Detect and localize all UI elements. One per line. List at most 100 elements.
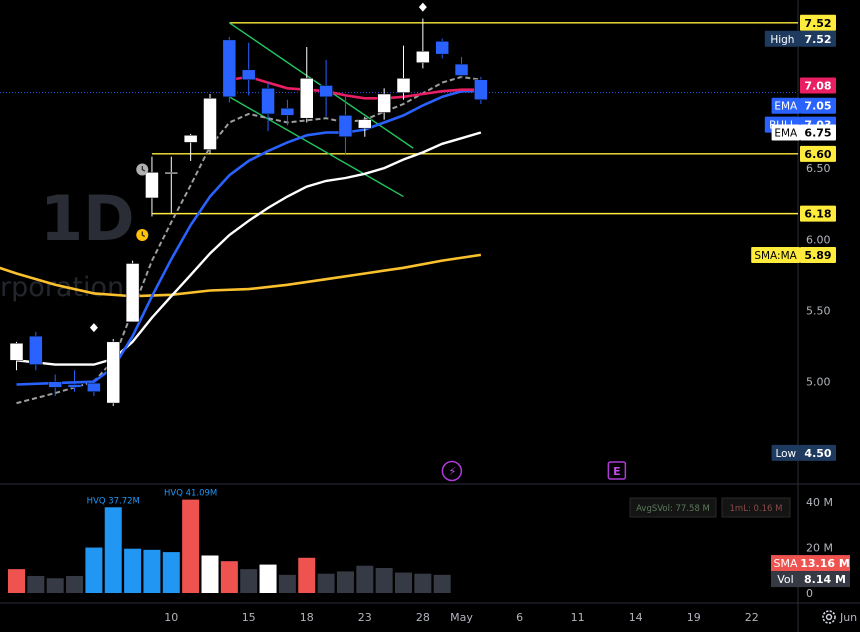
- volume-pane: HVQ 37.72M HVQ 41.09M AvgSVol: 77.58 M 1mL:…: [8, 489, 791, 594]
- volume-bar[interactable]: [162, 552, 180, 593]
- event-icon-glyph: E: [613, 465, 621, 478]
- candle[interactable]: [300, 47, 314, 123]
- volume-bar[interactable]: [298, 557, 316, 593]
- candle-body: [261, 88, 275, 115]
- price-label-box: [800, 124, 836, 141]
- price-label-6-18[interactable]: 6.18: [800, 205, 836, 222]
- candle[interactable]: [241, 42, 256, 96]
- candle[interactable]: [319, 59, 333, 117]
- price-label-ema[interactable]: 7.05 EMA: [771, 97, 836, 114]
- gear-icon[interactable]: [822, 610, 836, 624]
- volume-bar[interactable]: [85, 547, 103, 593]
- clock-icon[interactable]: [136, 163, 149, 176]
- candle[interactable]: [474, 76, 488, 104]
- volume-bar[interactable]: [201, 555, 219, 594]
- volume-bar[interactable]: [46, 578, 64, 593]
- candle[interactable]: [125, 260, 140, 323]
- price-label-high[interactable]: 7.52 High: [764, 30, 836, 47]
- candle[interactable]: [203, 94, 217, 154]
- price-label-value: 4.50: [804, 447, 831, 460]
- badge-text: AvgSVol: 77.58 M: [636, 504, 710, 514]
- candle-body: [183, 135, 198, 143]
- candle-body: [164, 172, 179, 175]
- candle-body: [416, 51, 430, 63]
- candle[interactable]: [454, 56, 469, 79]
- volume-bar[interactable]: [66, 575, 84, 593]
- channel-line-2[interactable]: [229, 96, 404, 198]
- volume-bar[interactable]: [27, 575, 45, 593]
- candle[interactable]: [396, 45, 411, 100]
- price-label-sma[interactable]: 5.89 SMA:MA: [751, 246, 836, 263]
- price-label-ema-white[interactable]: 6.75 EMA: [771, 124, 836, 141]
- volume-bar[interactable]: [317, 573, 335, 593]
- time-tick: 10: [164, 611, 178, 624]
- ml-badge: 1mL: 0.16 M: [721, 497, 791, 518]
- volume-bar[interactable]: [414, 573, 432, 593]
- candle[interactable]: [67, 370, 82, 392]
- candle[interactable]: [164, 156, 179, 214]
- price-label-tag: [764, 30, 800, 47]
- price-tick: 6.50: [806, 162, 831, 175]
- candle-body: [358, 119, 372, 129]
- candle[interactable]: [106, 338, 120, 406]
- candle[interactable]: [222, 37, 237, 103]
- candle-body: [454, 63, 469, 76]
- volume-bar[interactable]: [433, 574, 451, 593]
- volume-bar[interactable]: [278, 574, 296, 593]
- volume-label-name: Vol: [777, 573, 793, 586]
- volume-bar[interactable]: [240, 569, 258, 593]
- price-tick: 5.00: [806, 376, 831, 389]
- alarm-icon[interactable]: [136, 229, 149, 241]
- volume-bar[interactable]: [143, 549, 161, 593]
- volume-bar[interactable]: [375, 568, 393, 593]
- price-tick: 6.00: [806, 233, 831, 246]
- candle-body: [87, 382, 101, 392]
- lightning-event-icon[interactable]: ⚡: [441, 460, 463, 482]
- price-label-value: 7.52: [804, 17, 831, 30]
- volume-bar[interactable]: [356, 565, 374, 593]
- candle[interactable]: [377, 88, 391, 120]
- volume-bar[interactable]: [104, 507, 122, 593]
- candle[interactable]: [338, 96, 353, 154]
- price-label-value: 6.60: [804, 148, 831, 161]
- volume-label-vol[interactable]: 8.14 M Vol: [771, 571, 850, 588]
- candle[interactable]: [416, 18, 430, 69]
- candle[interactable]: [145, 156, 159, 217]
- price-label-7-52[interactable]: 7.52: [800, 14, 836, 31]
- price-labels: 7.527.52High7.087.05EMA7.03BULL6.75EMA6.…: [751, 14, 850, 588]
- price-label-6-60[interactable]: 6.60: [800, 145, 836, 162]
- volume-bar[interactable]: [182, 499, 200, 593]
- time-axis: 1015182328May611141922Jun4: [164, 610, 857, 624]
- price-label-7-08[interactable]: 7.08: [800, 77, 836, 94]
- candle-body: [319, 85, 333, 98]
- candle[interactable]: [87, 378, 101, 396]
- candle[interactable]: [183, 133, 198, 161]
- volume-bar[interactable]: [8, 569, 25, 593]
- candle[interactable]: [358, 116, 372, 137]
- candle-body: [300, 78, 314, 119]
- volume-bar[interactable]: [124, 548, 142, 593]
- candle[interactable]: [29, 331, 43, 371]
- candle[interactable]: [435, 38, 449, 59]
- moving-averages: [0, 75, 482, 405]
- earnings-event-icon[interactable]: E: [607, 461, 627, 480]
- price-label-name: Low: [775, 448, 796, 460]
- price-label-value: 7.08: [804, 79, 831, 92]
- candle[interactable]: [261, 82, 275, 132]
- candle[interactable]: [280, 99, 295, 126]
- volume-bar[interactable]: [220, 561, 238, 593]
- diamond-marker[interactable]: [418, 2, 427, 12]
- time-tick: 15: [242, 611, 256, 624]
- price-axis: 6.50 6.00 5.50 5.00 40 M 20 M 0: [806, 162, 833, 600]
- volume-bar[interactable]: [259, 564, 277, 593]
- volume-bar[interactable]: [336, 571, 354, 593]
- candle-body: [29, 335, 43, 365]
- candle[interactable]: [48, 374, 62, 396]
- price-label-low[interactable]: 4.50 Low: [771, 444, 836, 461]
- volume-bar[interactable]: [395, 572, 412, 593]
- candle[interactable]: [9, 341, 24, 371]
- diamond-marker[interactable]: [89, 323, 98, 333]
- price-label-tag: [771, 444, 800, 461]
